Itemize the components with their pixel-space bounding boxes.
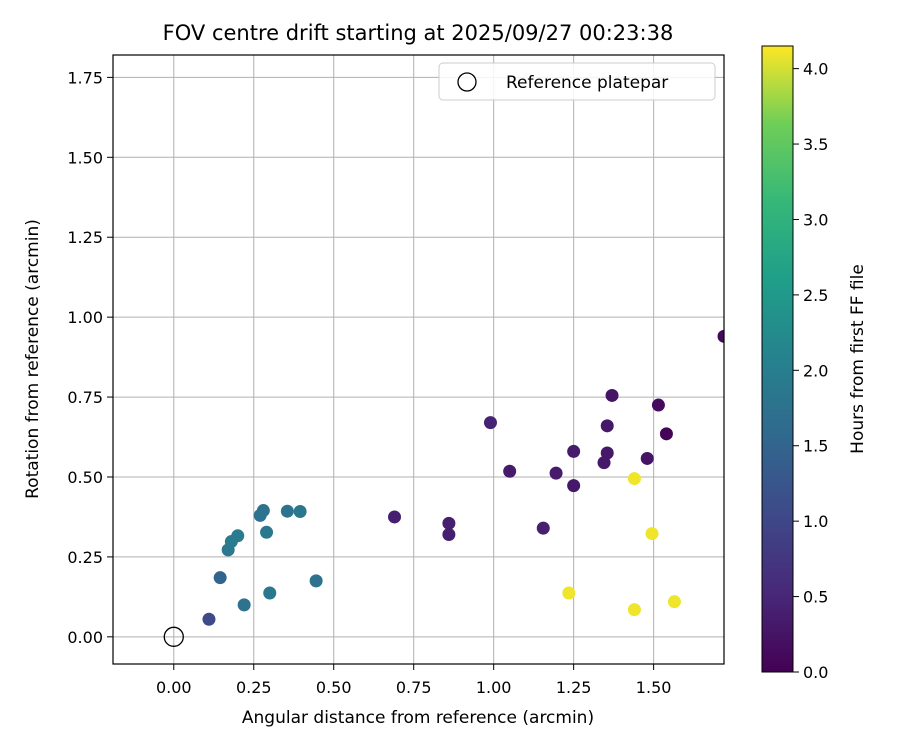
data-point (645, 527, 659, 541)
y-tick-label: 1.75 (67, 68, 103, 87)
data-point (213, 571, 227, 585)
data-point (503, 464, 517, 478)
data-point (256, 504, 270, 518)
legend-reference-marker (457, 72, 477, 92)
data-point (597, 456, 611, 470)
y-tick-label: 0.50 (67, 468, 103, 487)
colorbar-tick-label: 4.0 (803, 60, 828, 79)
colorbar-tick-label: 0.5 (803, 588, 828, 607)
data-point (536, 521, 550, 535)
y-tick-label: 1.25 (67, 228, 103, 247)
y-tick-label: 1.00 (67, 308, 103, 327)
data-point (567, 444, 581, 458)
colorbar-tick-label: 1.5 (803, 437, 828, 456)
data-point (651, 398, 665, 412)
y-axis-label: Rotation from reference (arcmin) (23, 219, 43, 499)
data-point (659, 427, 673, 441)
y-tick-label: 0.75 (67, 388, 103, 407)
data-point (442, 528, 456, 542)
data-point (562, 586, 576, 600)
x-tick-label: 0.00 (156, 678, 192, 697)
colorbar-tick-label: 1.0 (803, 512, 828, 531)
data-point (280, 504, 294, 518)
data-point (667, 595, 681, 609)
colorbar-tick-label: 3.0 (803, 210, 828, 229)
x-axis-ticks: 0.00 0.25 0.50 0.75 1.00 1.25 1.50 (156, 664, 671, 697)
x-tick-label: 0.75 (396, 678, 432, 697)
colorbar-ticks: 0.0 0.5 1.0 1.5 2.0 2.5 3.0 3.5 4.0 (793, 60, 828, 682)
colorbar-gradient (761, 45, 794, 673)
data-point (483, 416, 497, 430)
data-point (309, 574, 323, 588)
colorbar-label: Hours from first FF file (848, 264, 868, 454)
colorbar-tick-label: 3.5 (803, 135, 828, 154)
colorbar-tick-label: 2.5 (803, 286, 828, 305)
reference-marker-group (163, 626, 184, 647)
legend-box (438, 62, 716, 101)
data-point (202, 612, 216, 626)
data-point (260, 525, 274, 539)
data-point (442, 516, 456, 530)
data-point (237, 598, 251, 612)
data-point (627, 603, 641, 617)
data-point (567, 479, 581, 493)
colorbar-tick-label: 2.0 (803, 361, 828, 380)
data-point (388, 510, 402, 524)
data-point (600, 419, 614, 433)
y-tick-label: 0.00 (67, 628, 103, 647)
x-axis-label: Angular distance from reference (arcmin) (242, 708, 594, 728)
colorbar-tick-label: 0.0 (803, 663, 828, 682)
plot-frame (112, 54, 725, 665)
y-tick-label: 0.25 (67, 548, 103, 567)
data-point (627, 472, 641, 486)
x-tick-label: 1.00 (476, 678, 512, 697)
data-point (605, 388, 619, 402)
data-point (640, 451, 654, 465)
scatter-points (202, 329, 724, 626)
data-point (231, 529, 245, 543)
y-tick-label: 1.50 (67, 148, 103, 167)
x-tick-label: 1.50 (636, 678, 672, 697)
data-point (263, 586, 277, 600)
data-point (293, 505, 307, 519)
legend: Reference platepar (438, 62, 716, 101)
data-point (717, 329, 724, 343)
x-tick-label: 0.50 (316, 678, 352, 697)
y-axis-ticks: 0.00 0.25 0.50 0.75 1.00 1.25 1.50 1.75 (67, 68, 113, 647)
data-point (549, 466, 563, 480)
colorbar: 0.0 0.5 1.0 1.5 2.0 2.5 3.0 3.5 4.0 Hours from f… (761, 45, 868, 682)
x-tick-label: 1.25 (556, 678, 592, 697)
chart-title: FOV centre drift starting at 2025/09/27 … (163, 21, 674, 45)
reference-platepar-marker (163, 626, 184, 647)
legend-label: Reference platepar (506, 73, 668, 93)
grid-lines (113, 55, 724, 664)
x-tick-label: 0.25 (236, 678, 272, 697)
